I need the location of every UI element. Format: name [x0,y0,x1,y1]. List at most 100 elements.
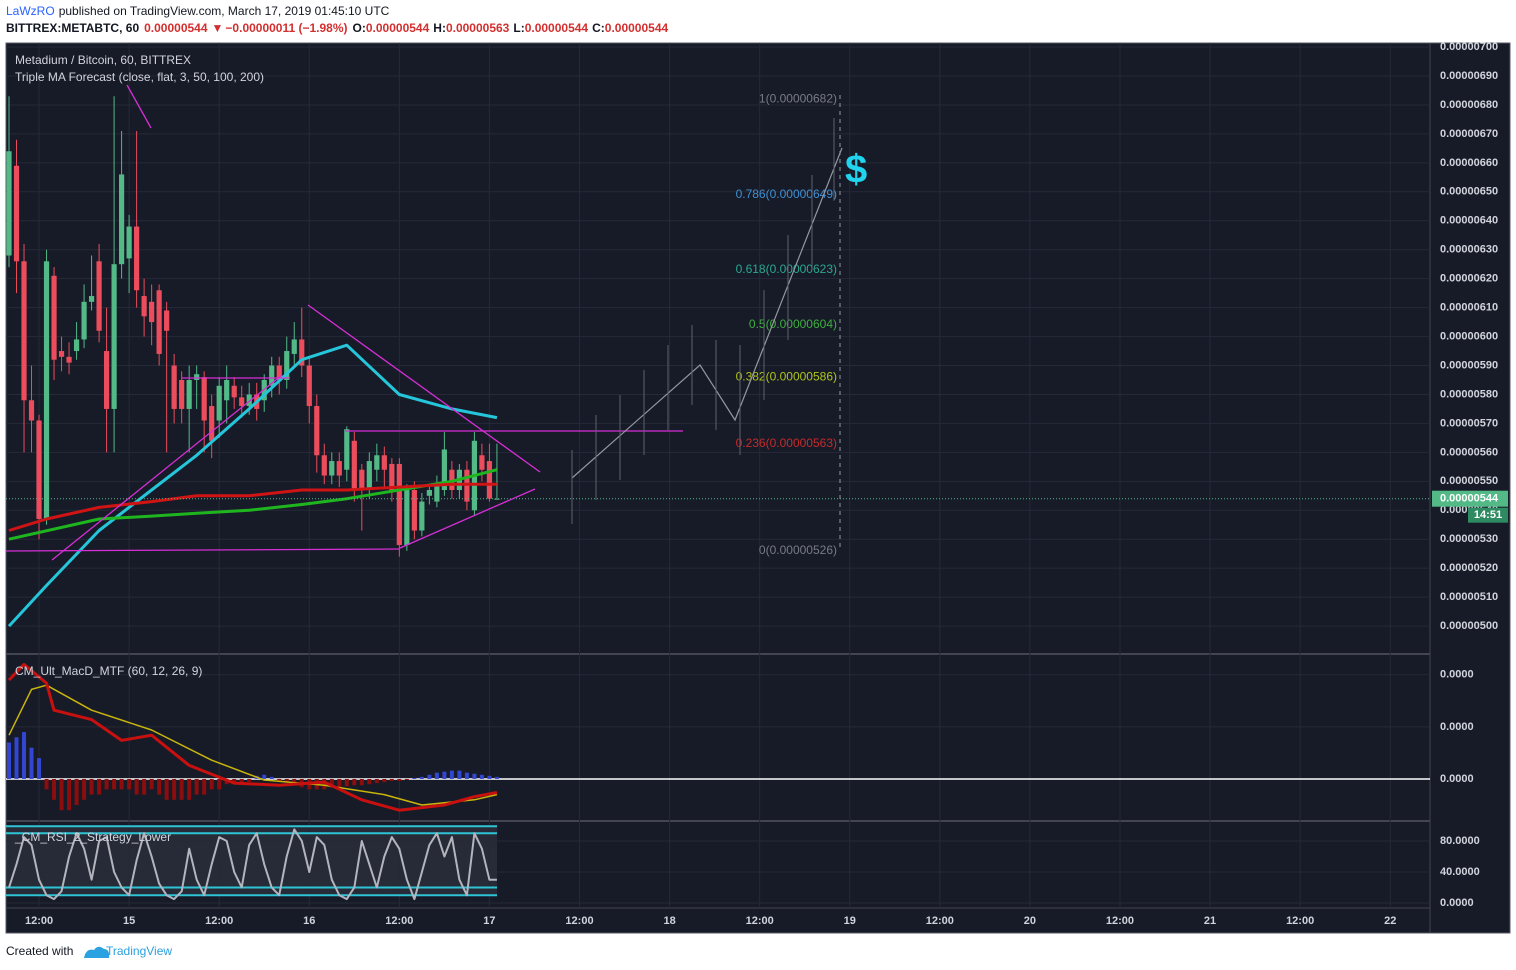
histogram-bar [337,778,342,788]
candle-body [441,449,447,491]
y-tick-label: 0.00000630 [1440,244,1498,256]
histogram-bar [97,778,102,795]
signal-line [8,684,498,806]
histogram-bar [262,774,267,779]
y-tick-label: 0.00000560 [1440,446,1498,458]
histogram-bar [194,778,199,795]
y-tick-label: 0.00000580 [1440,388,1498,400]
candle-body [96,261,102,331]
candle-body [126,226,132,259]
chart-title: Metadium / Bitcoin, 60, BITTREX [15,53,191,67]
histogram-bar [209,778,214,790]
histogram-bar [52,778,57,800]
histogram-bar [134,778,139,795]
y-tick-label: 0.0000 [1440,773,1474,785]
candle-body [404,490,410,546]
histogram-bar [164,778,169,800]
candle-body [314,406,320,456]
footer-created: Created with [6,944,73,958]
histogram-bar [269,776,274,779]
histogram-bar [67,778,72,811]
histogram-bar [89,778,94,795]
candle-body [411,490,417,531]
y-tick-label: 0.00000510 [1440,591,1498,603]
histogram-bar [284,778,289,783]
candle-body [21,261,27,401]
histogram-bar [37,758,42,779]
footer-brand: TradingView [106,944,172,958]
candle-body [66,356,72,363]
candle-body [426,490,432,496]
candle-body [486,461,493,499]
projection-bars [571,118,835,524]
candle-body [479,455,485,470]
histogram-bar [277,778,282,782]
histogram-bar [217,778,222,790]
histogram-bar [329,778,334,788]
y-tick-label: 0.00000660 [1440,157,1498,169]
histogram-bar [419,776,424,779]
change: −0.00000011 (−1.98%) [225,21,347,35]
author: LaWzRO [6,4,55,18]
histogram-bar [149,778,154,790]
x-tick-label: 12:00 [385,915,413,927]
y-tick-label: 0.00000590 [1440,359,1498,371]
y-tick-label: 0.00000650 [1440,186,1498,198]
x-tick-label: 12:00 [926,915,954,927]
candle-body [81,301,87,340]
histogram-bar [404,778,409,780]
y-tick-label: 0.00000600 [1440,330,1498,342]
trend-line [399,488,536,549]
histogram-bar [449,770,454,779]
histogram-bar [397,778,402,782]
candle-body [299,339,305,366]
arrow: ▼ [212,21,224,35]
ohlc-value: 0.00000544 [366,21,430,35]
candle-body [141,296,147,317]
candle-body [36,420,42,519]
candle-body [344,429,350,470]
x-tick-label: 12:00 [1286,915,1314,927]
histogram-bar [119,778,124,790]
rsi-line [8,828,497,901]
x-tick-label: 12:00 [565,915,593,927]
histogram-bar [59,778,64,811]
histogram-bar [187,778,192,800]
moving-average [8,482,497,532]
y-tick-label: 0.0000 [1440,897,1474,909]
candle-body [28,400,35,421]
y-tick-label: 0.00000640 [1440,215,1498,227]
candle-body [231,385,237,398]
candle-body [329,461,335,476]
candle-body [336,461,342,476]
x-tick-label: 12:00 [746,915,774,927]
candle-body [374,455,380,470]
candle-body [246,394,252,407]
candle-body [134,226,140,291]
histogram-bar [464,772,469,779]
x-tick-label: 19 [844,915,856,927]
histogram-bar [7,742,12,779]
x-tick-label: 12:00 [25,915,53,927]
histogram-bar [487,775,492,779]
macd-title: CM_Ult_MacD_MTF (60, 12, 26, 9) [15,664,202,678]
histogram-bar [352,778,357,786]
histogram-bar [494,776,499,779]
x-tick-label: 18 [663,915,675,927]
trend-line [51,374,283,561]
ohlc-value: 0.00000563 [446,21,510,35]
candle-body [73,339,80,352]
histogram-bar [44,778,49,790]
histogram-bar [374,778,379,784]
ohlc-key: C: [592,21,605,35]
histogram-bar [29,747,34,779]
histogram-bar [202,778,207,795]
histogram-bar [367,778,372,785]
histogram-bar [104,778,109,790]
x-tick-label: 16 [303,915,315,927]
candle-body [149,301,155,323]
histogram-bar [82,778,87,800]
histogram-bar [344,778,349,787]
histogram-bar [412,777,417,779]
